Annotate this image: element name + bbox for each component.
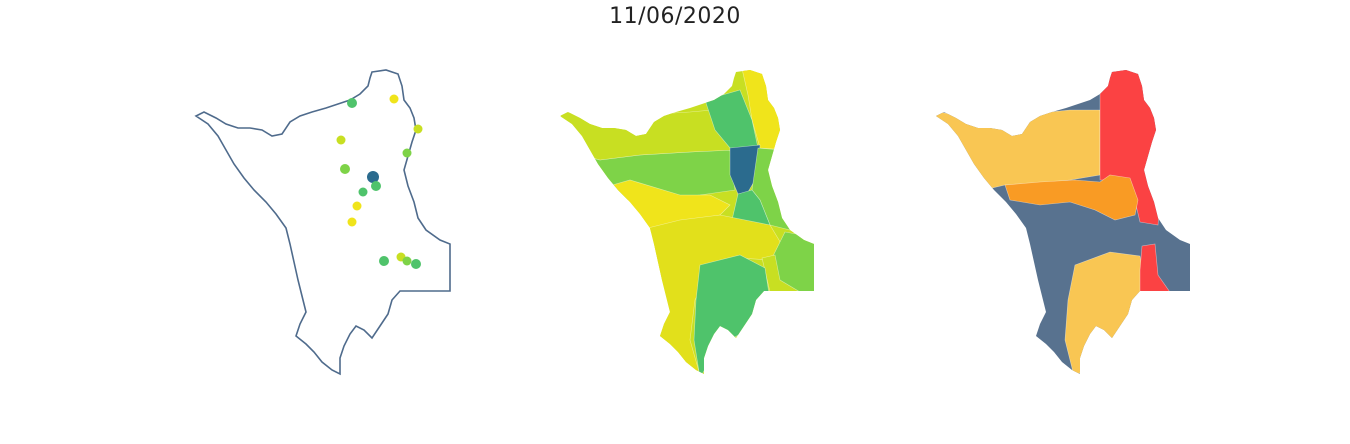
station-markers (336, 94, 423, 269)
basin-region (693, 254, 771, 374)
station-point[interactable] (367, 171, 379, 183)
risk-region (1004, 174, 1139, 221)
state-outline (195, 69, 451, 375)
station-point[interactable] (379, 256, 389, 266)
station-point[interactable] (352, 201, 362, 211)
station-point[interactable] (358, 187, 368, 197)
panel-station-points (195, 69, 451, 375)
station-point[interactable] (336, 135, 346, 145)
station-point[interactable] (411, 259, 421, 269)
panel-risk-classes (936, 70, 1190, 374)
basin-region (761, 254, 802, 293)
figure-title: 11/06/2020 (609, 4, 741, 29)
station-point[interactable] (413, 124, 423, 134)
station-point[interactable] (347, 217, 357, 227)
station-point[interactable] (371, 181, 381, 191)
risk-region (1064, 251, 1147, 374)
station-point[interactable] (402, 148, 412, 158)
station-point[interactable] (402, 256, 412, 266)
station-point[interactable] (389, 94, 399, 104)
panel-interpolated-basins (560, 70, 814, 374)
station-point[interactable] (340, 164, 350, 174)
station-point[interactable] (347, 98, 357, 108)
